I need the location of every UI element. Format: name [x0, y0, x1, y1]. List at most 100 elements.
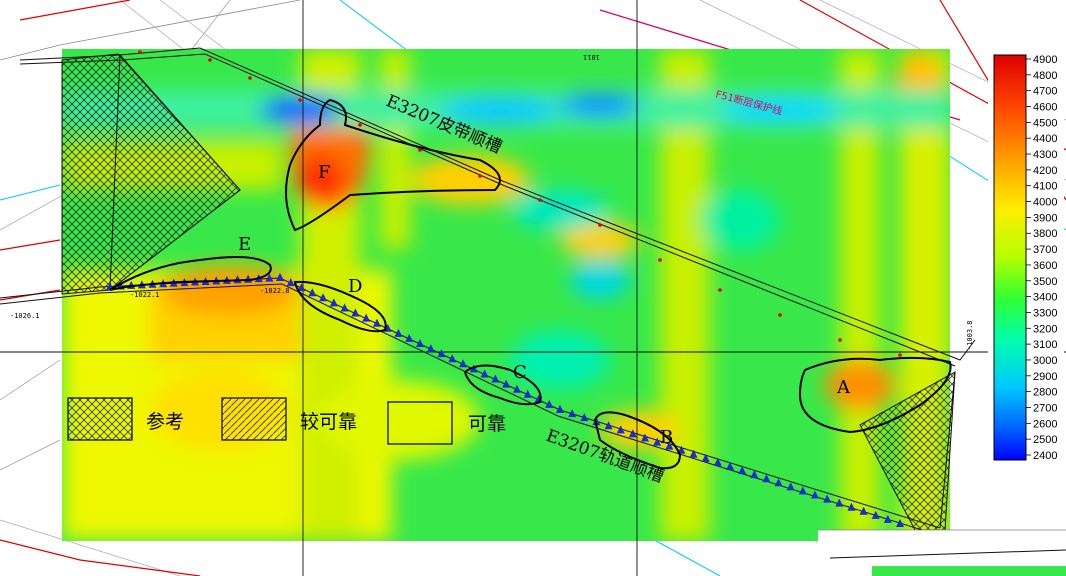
elevation-label: -1022.1: [130, 291, 160, 299]
rail-marker-triangle: [641, 433, 649, 442]
legend-label-reliable: 可靠: [468, 413, 506, 435]
rail-marker-triangle: [372, 318, 381, 327]
rail-marker-triangle: [351, 308, 360, 317]
elevation-label: 1011: [583, 53, 600, 61]
colorbar-tick-label: 4600: [1033, 102, 1057, 114]
colorbar-tick-label: 4200: [1033, 165, 1057, 177]
zone-letters: F E D C B A: [238, 162, 851, 448]
zone-b-outline: [593, 411, 682, 470]
legend-swatch-reference: [67, 397, 133, 441]
zone-c-outline: [463, 364, 542, 406]
rail-marker-triangle: [502, 379, 511, 388]
zone-label-a: A: [836, 377, 851, 398]
rail-marker-triangle: [319, 293, 328, 302]
colorbar-tick-label: 4300: [1033, 149, 1057, 161]
rail-marker-triangle: [286, 278, 295, 287]
rail-marker-triangle: [426, 344, 435, 353]
rail-marker-triangle: [512, 384, 521, 393]
colorbar-tick-label: 4500: [1033, 117, 1057, 129]
zone-label-f: F: [318, 162, 331, 183]
rail-trough-markers: [106, 273, 904, 527]
legend-swatch-reliable: [387, 401, 453, 445]
rail-marker-triangle: [405, 333, 414, 342]
colorbar: 4900 4800 4700 4600 4500 4400 4300 4200 4100 4000…: [988, 48, 1064, 464]
colorbar-tick-label: 2600: [1033, 418, 1057, 430]
rail-marker-triangle: [437, 349, 446, 358]
rail-marker-triangle: [713, 457, 722, 466]
rail-marker-triangle: [701, 453, 710, 462]
legend: 参考 较可靠 可靠: [67, 397, 506, 445]
colorbar-tick-label: 3200: [1033, 323, 1057, 335]
colorbar-tick-label: 4400: [1033, 133, 1057, 145]
rail-marker-triangle: [883, 514, 892, 523]
rail-marker-triangle: [394, 328, 403, 337]
colorbar-tick-label: 3600: [1033, 260, 1057, 272]
rail-marker-triangle: [653, 437, 662, 446]
rail-marker-triangle: [480, 369, 489, 378]
colorbar-tick-label: 3800: [1033, 228, 1057, 240]
elevation-label: -1022.8: [260, 287, 290, 295]
rail-marker-triangle: [459, 359, 468, 368]
zone-label-e: E: [238, 234, 251, 255]
rail-marker-triangle: [628, 429, 637, 438]
legend-label-reference: 参考: [146, 411, 184, 433]
colorbar-tick-label: 3900: [1033, 212, 1057, 224]
rail-marker-triangle: [416, 339, 424, 347]
rail-marker-triangle: [823, 494, 832, 503]
zone-d-outline: [293, 280, 387, 333]
colorbar-tick-label: 4700: [1033, 86, 1057, 98]
colorbar-tick-label: 3100: [1033, 339, 1057, 351]
colorbar-tick-label: 2700: [1033, 402, 1057, 414]
rail-marker-triangle: [835, 498, 844, 507]
rail-marker-triangle: [798, 486, 807, 495]
colorbar-tick-label: 2400: [1033, 450, 1057, 462]
colorbar-tick-label: 2900: [1033, 371, 1057, 383]
colorbar-tick-label: 3300: [1033, 307, 1057, 319]
colorbar-gradient: [993, 54, 1027, 461]
elevation-labels: -1022.1 -1022.8 -1026.1 1011 -1003.8: [10, 53, 974, 350]
legend-label-fairly-reliable: 较可靠: [300, 411, 357, 433]
rail-marker-triangle: [276, 273, 284, 281]
colorbar-tick-label: 3700: [1033, 244, 1057, 256]
colorbar-tick-label: 3500: [1033, 276, 1057, 288]
rail-marker-triangle: [871, 510, 880, 519]
rail-marker-triangle: [786, 482, 795, 491]
rail-marker-triangle: [738, 466, 747, 475]
zone-label-b: B: [660, 427, 673, 448]
heatmap-field: [62, 49, 950, 541]
zone-label-c: C: [513, 362, 527, 383]
colorbar-tick-label: 3400: [1033, 292, 1057, 304]
colorbar-tick-label: 3000: [1033, 355, 1057, 367]
rail-marker-triangle: [523, 389, 532, 398]
rail-marker-triangle: [491, 374, 500, 383]
colorbar-tick-label: 4000: [1033, 197, 1057, 209]
rail-marker-triangle: [774, 478, 783, 487]
colorbar-tick-label: 2800: [1033, 387, 1057, 399]
rail-marker-triangle: [545, 399, 554, 408]
rail-marker-triangle: [847, 502, 856, 511]
elevation-label: -1003.8: [966, 320, 974, 350]
rail-marker-triangle: [568, 409, 577, 418]
legend-swatch-fairly-reliable: [221, 397, 287, 441]
rail-marker-triangle: [592, 417, 601, 426]
colorbar-tick-label: 2500: [1033, 434, 1057, 446]
zone-a-outline: [798, 356, 952, 434]
zone-e-outline: [109, 256, 272, 291]
colorbar-tick-label: 4800: [1033, 70, 1057, 82]
rail-marker-triangle: [329, 298, 338, 307]
rail-marker-triangle: [448, 354, 457, 363]
rail-marker-triangle: [896, 519, 904, 527]
rail-marker-triangle: [556, 405, 564, 413]
rail-marker-triangle: [762, 474, 771, 483]
rail-marker-triangle: [689, 449, 698, 458]
inset-preview: [818, 529, 1066, 576]
colorbar-tick-label: 4900: [1033, 54, 1057, 66]
survey-points: [138, 50, 902, 357]
zone-f-outline: [285, 98, 501, 232]
rail-marker-triangle: [469, 364, 478, 373]
rail-marker-triangle: [750, 470, 759, 479]
rail-marker-triangle: [265, 273, 274, 282]
zone-label-d: D: [348, 276, 362, 297]
rail-marker-triangle: [604, 421, 613, 430]
